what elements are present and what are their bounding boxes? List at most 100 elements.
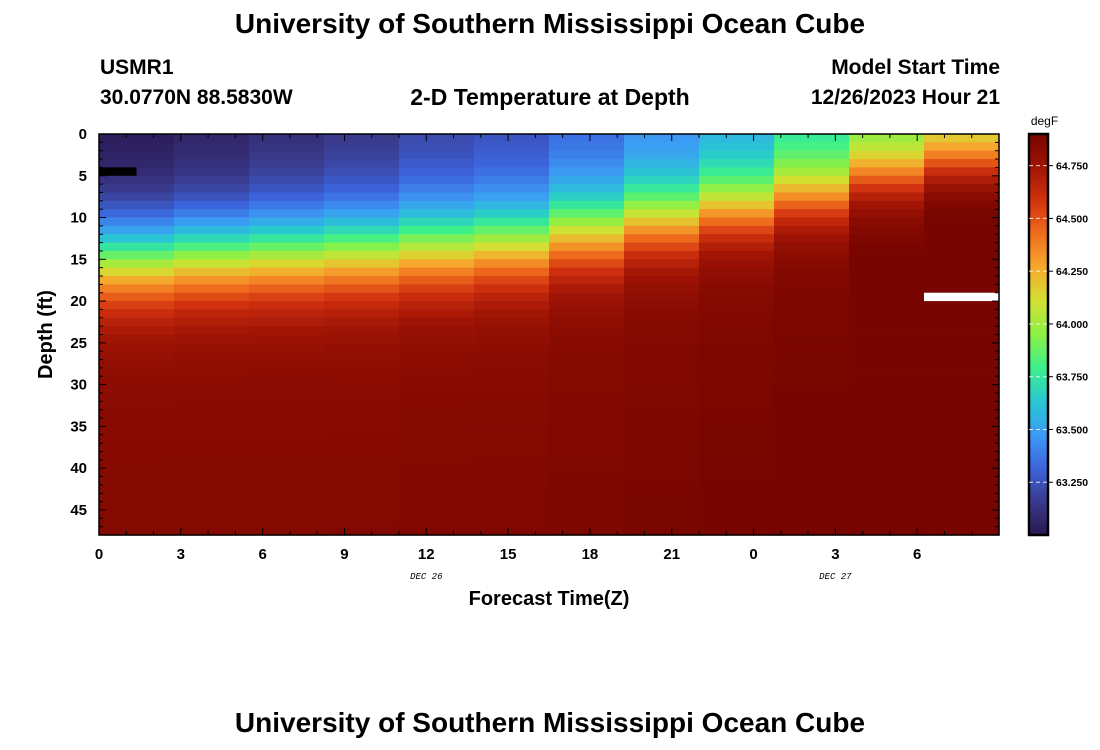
plot-title: 2-D Temperature at Depth [410, 84, 690, 110]
colorbar-segment [1029, 411, 1048, 416]
colorbar-segment [1029, 418, 1048, 422]
colorbar-segment [1029, 458, 1048, 463]
heatmap-cell [624, 376, 700, 386]
heatmap-cell [849, 418, 925, 427]
heatmap-cell [474, 192, 550, 202]
heatmap-cell [474, 509, 550, 519]
heatmap-cell [849, 301, 925, 311]
heatmap-cell [924, 309, 1000, 319]
heatmap-cell [249, 476, 325, 486]
heatmap-cell [699, 459, 775, 469]
heatmap-cell [399, 501, 475, 511]
heatmap-cell [174, 434, 250, 444]
colorbar-segment [1029, 367, 1048, 372]
heatmap-cell [699, 518, 775, 528]
heatmap-cell [99, 242, 175, 252]
heatmap-cell [174, 342, 250, 352]
heatmap-cell [924, 134, 1000, 143]
heatmap-cell [249, 292, 325, 302]
colorbar-segment [1029, 301, 1048, 306]
heatmap-cell [99, 184, 175, 194]
heatmap-cell [699, 392, 775, 402]
colorbar-segment [1029, 498, 1048, 503]
heatmap-cell [174, 309, 250, 319]
heatmap-cell [549, 334, 625, 344]
heatmap-cell [849, 384, 925, 394]
heatmap-cell [474, 292, 550, 302]
heatmap-cell [849, 267, 925, 277]
heatmap-cell [774, 409, 850, 419]
colorbar-segment [1029, 471, 1048, 476]
heatmap-cell [549, 234, 625, 244]
heatmap-cell [924, 493, 1000, 503]
heatmap-cell [849, 518, 925, 528]
heatmap-cell [324, 142, 400, 152]
heatmap-cell [624, 434, 700, 444]
heatmap-cell [549, 501, 625, 511]
heatmap-cell [99, 376, 175, 386]
y-tick-label: 5 [79, 168, 87, 185]
heatmap-cell [924, 234, 1000, 244]
colorbar-segment [1029, 518, 1048, 523]
x-tick-label: 0 [95, 546, 103, 563]
colorbar-segment [1029, 504, 1048, 509]
heatmap-cell [99, 351, 175, 361]
heatmap-cell [774, 443, 850, 453]
heatmap-cell [174, 175, 250, 185]
heatmap-cell [249, 192, 325, 202]
heatmap-cell [249, 334, 325, 344]
heatmap-cell [549, 518, 625, 528]
heatmap-cell [399, 301, 475, 311]
heatmap-cell [99, 250, 175, 260]
heatmap-cell [399, 342, 475, 352]
model-start-value: 12/26/2023 Hour 21 [810, 86, 1000, 109]
colorbar-segment [1029, 137, 1048, 142]
heatmap-cell [174, 501, 250, 511]
heatmap-cell [699, 409, 775, 419]
heatmap-cell [699, 242, 775, 252]
heatmap-cell [474, 309, 550, 319]
heatmap-cell [849, 276, 925, 285]
heatmap-cell [774, 342, 850, 352]
heatmap-cell [849, 159, 925, 169]
heatmap-cell [699, 376, 775, 386]
heatmap-cell [924, 501, 1000, 511]
heatmap-cell [699, 284, 775, 294]
heatmap-cell [99, 234, 175, 244]
heatmap-cell [924, 409, 1000, 419]
colorbar-segment [1029, 494, 1048, 499]
heatmap-cell [699, 167, 775, 177]
heatmap-cell [774, 242, 850, 252]
heatmap-cell [324, 359, 400, 369]
heatmap-cell [699, 484, 775, 494]
colorbar-segment [1029, 180, 1048, 185]
station-id: USMR1 [100, 56, 174, 79]
heatmap-cell [624, 443, 700, 453]
colorbar-segment [1029, 364, 1048, 369]
heatmap-cell [849, 426, 925, 436]
heatmap-cell [774, 459, 850, 469]
heatmap-cell [249, 276, 325, 285]
model-start-label: Model Start Time [831, 56, 1000, 79]
heatmap-cell [399, 443, 475, 453]
heatmap-cell [624, 476, 700, 486]
colorbar-segment [1029, 401, 1048, 406]
heatmap-cell [249, 326, 325, 336]
heatmap-cell [324, 317, 400, 327]
colorbar-tick-label: 64.750 [1056, 161, 1088, 173]
heatmap-cell [624, 159, 700, 169]
heatmap-cell [924, 276, 1000, 285]
heatmap-cell [399, 426, 475, 436]
heatmap-cell [324, 150, 400, 160]
heatmap-cell [324, 376, 400, 386]
colorbar-segment [1029, 190, 1048, 195]
colorbar-segment [1029, 371, 1048, 376]
y-tick-label: 20 [70, 293, 87, 310]
heatmap-cell [399, 292, 475, 302]
heatmap-cell [549, 468, 625, 478]
heatmap-cell [924, 367, 1000, 377]
heatmap-cell [624, 426, 700, 436]
heatmap-cell [924, 192, 1000, 202]
heatmap-cell [174, 443, 250, 453]
